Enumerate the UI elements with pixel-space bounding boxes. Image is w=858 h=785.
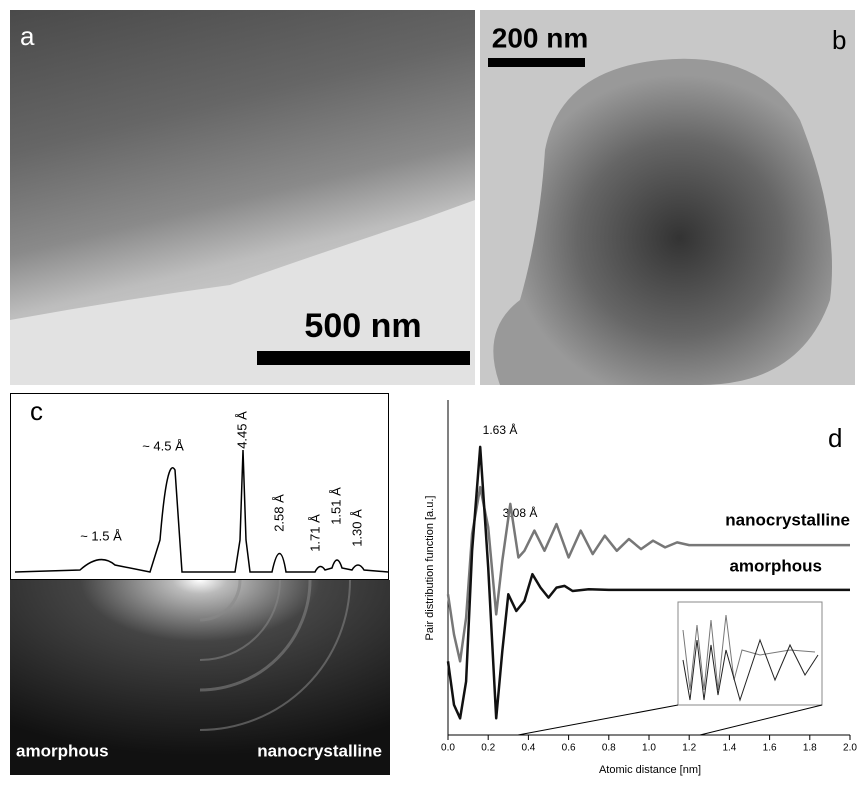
scale-bar-label: 200 nm	[492, 22, 589, 53]
region-label: nanocrystalline	[257, 741, 382, 760]
x-tick-label: 0.6	[562, 743, 576, 754]
panel-c: c ~ 1.5 Å ~ 4.5 Å 4.45 Å 2.58 Å 1.71 Å 1…	[10, 394, 390, 776]
scale-bar	[488, 58, 585, 67]
peak-label: ~ 1.5 Å	[80, 528, 122, 543]
x-tick-label: 0.0	[441, 743, 455, 754]
x-tick-label: 1.0	[642, 743, 656, 754]
x-tick-label: 0.2	[481, 743, 495, 754]
scale-bar	[257, 351, 470, 365]
panel-b: 200 nm b	[480, 10, 855, 385]
peak-label: 1.51 Å	[328, 487, 343, 525]
panel-d: d Atomic distance [nm] Pair distribution…	[424, 400, 857, 776]
panel-label: b	[832, 25, 846, 55]
y-axis-label: Pair distribution function [a.u.]	[424, 496, 436, 641]
x-tick-label: 2.0	[843, 743, 857, 754]
profile-frame	[11, 394, 389, 580]
x-tick-label: 0.8	[602, 743, 616, 754]
panel-a: a 500 nm	[10, 10, 475, 385]
x-axis-label: Atomic distance [nm]	[599, 764, 701, 776]
peak-label: 4.45 Å	[234, 411, 249, 449]
x-tick-label: 1.2	[682, 743, 696, 754]
panel-label: d	[828, 423, 842, 453]
annotation: 1.63 Å	[483, 422, 518, 437]
figure: a 500 nm 200 nm b c ~ 1.5 Å ~ 4.5 Å 4.45…	[0, 0, 858, 780]
scale-bar-label: 500 nm	[304, 307, 421, 345]
x-tick-label: 1.4	[722, 743, 736, 754]
peak-label: 2.58 Å	[271, 494, 286, 532]
peak-label: 1.71 Å	[307, 514, 322, 552]
zoom-line	[700, 705, 822, 735]
peak-label: ~ 4.5 Å	[142, 438, 184, 453]
panel-label: c	[30, 396, 43, 426]
region-label: amorphous	[16, 741, 109, 760]
series-label: amorphous	[729, 556, 822, 575]
x-tick-label: 0.4	[521, 743, 535, 754]
panel-label: a	[20, 21, 35, 51]
x-tick-label: 1.8	[803, 743, 817, 754]
peak-label: 1.30 Å	[349, 509, 364, 547]
series-label: nanocrystalline	[725, 510, 850, 529]
zoom-line	[518, 705, 678, 735]
x-tick-label: 1.6	[763, 743, 777, 754]
